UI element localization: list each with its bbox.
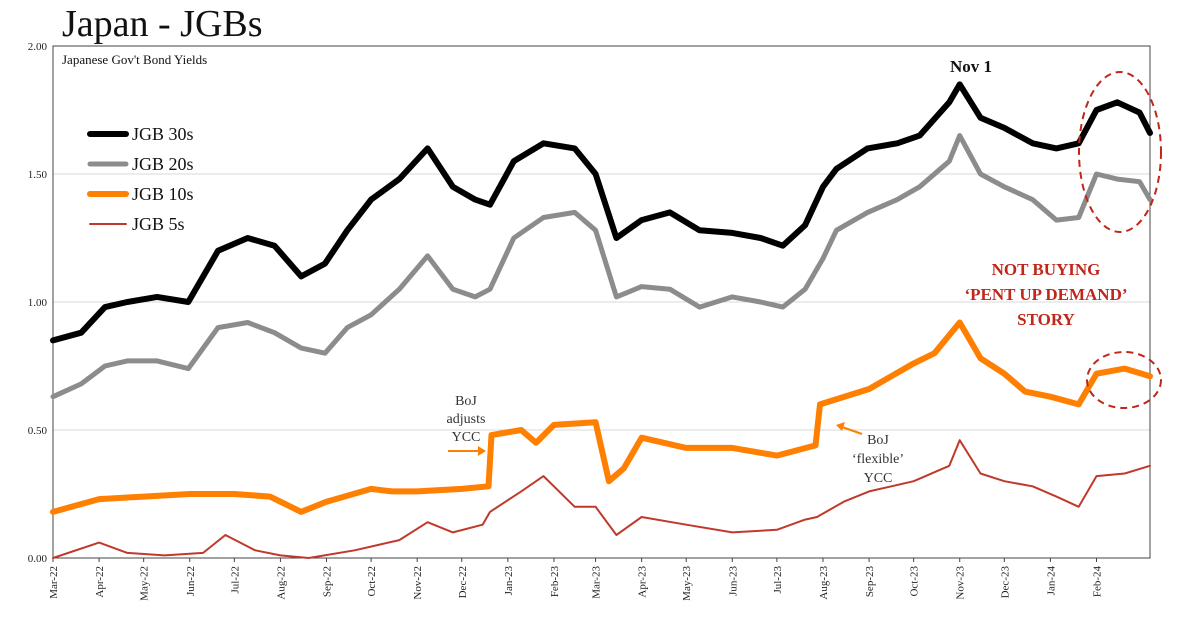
x-tick-label: Dec-23 xyxy=(999,566,1011,599)
x-tick-label: Jan-24 xyxy=(1045,566,1057,596)
y-tick-label: 1.50 xyxy=(28,169,48,181)
x-tick-label: Sep-22 xyxy=(322,566,334,597)
y-tick-label: 0.00 xyxy=(28,553,48,565)
x-tick-label: Jul-22 xyxy=(229,566,241,594)
boj-adjusts-line-1: BoJ xyxy=(455,394,477,409)
x-tick-label: Oct-22 xyxy=(366,566,378,597)
plot-frame xyxy=(52,45,1151,559)
series-lines xyxy=(50,81,1153,559)
x-tick-label: Jul-23 xyxy=(772,566,784,594)
legend-label: JGB 30s xyxy=(132,124,194,144)
legend-label: JGB 20s xyxy=(132,154,194,174)
highlight-ellipse-30s xyxy=(1078,71,1162,233)
y-tick-label: 2.00 xyxy=(28,41,48,53)
x-tick-label: May-23 xyxy=(681,566,693,601)
legend: JGB 30s JGB 20s JGB 10s JGB 5s xyxy=(87,124,194,234)
x-tick-label: Oct-23 xyxy=(909,566,921,597)
series-line-jgb-20s xyxy=(50,133,1153,400)
peak-label: Nov 1 xyxy=(950,57,992,76)
boj-flexible-line-3: YCC xyxy=(864,471,893,486)
x-tick-label: Sep-23 xyxy=(864,566,876,598)
x-tick-label: May-22 xyxy=(139,566,151,601)
boj-flexible-line-1: BoJ xyxy=(867,433,889,448)
boj-adjusts-line-3: YCC xyxy=(452,430,481,445)
x-tick-label: Dec-22 xyxy=(457,566,469,598)
series-line-jgb-10s xyxy=(50,319,1153,515)
annotations: Nov 1 NOT BUYING ‘PENT UP DEMAND’ STORY … xyxy=(447,57,1162,486)
y-tick-label: 1.00 xyxy=(28,297,48,309)
not-buying-line-3: STORY xyxy=(1017,310,1075,329)
y-tick-label: 0.50 xyxy=(28,425,48,437)
boj-flexible-arrow xyxy=(836,422,863,435)
grid-lines xyxy=(53,173,1150,431)
highlight-ellipse-10s xyxy=(1086,351,1162,409)
x-tick-label: Jan-23 xyxy=(503,566,515,596)
x-axis-ticks: Mar-22 Apr-22 May-22 Jun-22 Jul-22 Aug-22 Sep-… xyxy=(48,558,1103,601)
boj-adjusts-arrow xyxy=(448,446,486,456)
boj-flexible-line-2: ‘flexible’ xyxy=(852,452,904,467)
legend-label: JGB 10s xyxy=(132,184,194,204)
series-line-jgb-30s xyxy=(50,81,1153,344)
y-axis-ticks: 0.00 0.50 1.00 1.50 2.00 xyxy=(28,41,48,565)
not-buying-line-2: ‘PENT UP DEMAND’ xyxy=(964,285,1127,304)
x-tick-label: Nov-22 xyxy=(412,566,424,600)
x-tick-label: Apr-22 xyxy=(94,566,106,598)
x-tick-label: Mar-22 xyxy=(48,566,60,599)
boj-adjusts-line-2: adjusts xyxy=(447,412,486,427)
page-title: Japan - JGBs xyxy=(62,3,263,45)
x-tick-label: Feb-24 xyxy=(1091,566,1103,598)
x-tick-label: Aug-22 xyxy=(275,566,287,600)
x-tick-label: Nov-23 xyxy=(955,566,967,600)
x-tick-label: Jun-22 xyxy=(185,566,197,596)
series-line-jgb-5s xyxy=(52,439,1151,559)
x-tick-label: Apr-23 xyxy=(637,566,649,598)
x-tick-label: Jun-23 xyxy=(727,566,739,596)
chart-subtitle: Japanese Gov't Bond Yields xyxy=(62,52,207,67)
legend-label: JGB 5s xyxy=(132,214,185,234)
x-tick-label: Feb-23 xyxy=(549,566,561,598)
x-tick-label: Mar-23 xyxy=(591,566,603,599)
x-tick-label: Aug-23 xyxy=(818,566,830,600)
not-buying-line-1: NOT BUYING xyxy=(992,260,1101,279)
